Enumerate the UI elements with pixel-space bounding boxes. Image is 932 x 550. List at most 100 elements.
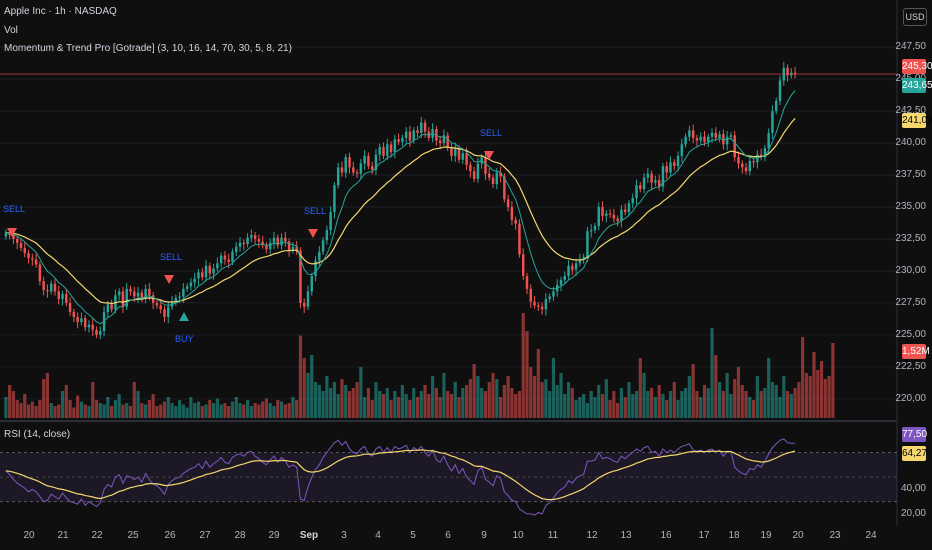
volume-bar	[457, 397, 461, 418]
volume-bar	[72, 407, 76, 418]
volume-bar	[264, 398, 269, 418]
volume-bar	[291, 397, 295, 418]
rsi-line	[5, 438, 796, 516]
candle-body	[510, 207, 514, 220]
candle-body	[340, 167, 344, 173]
candle-body	[544, 299, 548, 310]
volume-bar	[755, 376, 759, 418]
volume-bar	[325, 376, 329, 418]
volume-bar	[196, 401, 201, 418]
candle-body	[291, 246, 295, 251]
price-tick-label: 247,50	[895, 41, 926, 53]
candle-body	[469, 164, 472, 172]
candle-body	[423, 122, 427, 132]
volume-bar	[687, 376, 691, 418]
volume-bar	[623, 397, 627, 418]
candle-body	[465, 153, 468, 165]
volume-bar	[427, 394, 431, 418]
candle-body	[336, 167, 340, 186]
volume-bar	[476, 376, 480, 418]
candle-body	[631, 198, 634, 204]
volume-bar	[559, 373, 563, 418]
volume-bar	[155, 406, 159, 418]
volume-bar	[619, 388, 623, 418]
volume-bar	[483, 391, 488, 418]
volume-bar	[672, 382, 676, 418]
volume-bar	[566, 382, 571, 418]
candle-body	[125, 288, 128, 307]
volume-bar	[102, 404, 106, 418]
rsi-legend[interactable]: RSI (14, close)	[4, 429, 70, 440]
volume-bar	[691, 364, 695, 418]
candle-body	[540, 306, 544, 310]
candle-body	[491, 177, 495, 184]
price-tick-label: 237,50	[895, 169, 926, 181]
volume-bar	[306, 373, 310, 418]
volume-bar	[453, 382, 457, 418]
candle-body	[729, 135, 733, 137]
candle-body	[461, 153, 465, 160]
price-tick-label: 227,50	[895, 296, 926, 308]
candle-body	[325, 230, 329, 241]
volume-bar	[442, 373, 446, 418]
candle-body	[620, 209, 623, 222]
volume-bar	[53, 406, 57, 418]
candle-body	[567, 265, 570, 277]
candle-body	[352, 167, 355, 173]
candle-body	[601, 207, 604, 216]
candle-body	[167, 306, 170, 317]
volume-bar	[582, 394, 586, 418]
candle-body	[639, 185, 642, 190]
volume-bar	[302, 358, 306, 418]
volume-bar	[827, 376, 831, 418]
volume-bar	[166, 397, 170, 418]
volume-bar	[778, 397, 782, 418]
volume-bar	[113, 400, 117, 418]
volume-bar	[600, 394, 605, 418]
candle-body	[219, 255, 223, 264]
sell-signal-label: SELL	[304, 206, 327, 216]
volume-bar	[816, 370, 820, 418]
price-tick-label: 232,50	[895, 232, 926, 244]
candle-body	[31, 258, 34, 260]
volume-bar	[412, 388, 416, 418]
candle-body	[378, 146, 381, 155]
symbol-legend[interactable]: Apple Inc · 1h · NASDAQ	[4, 6, 117, 17]
candle-body	[714, 132, 718, 138]
candle-body	[775, 100, 778, 112]
candle-body	[722, 134, 725, 145]
candle-body	[370, 166, 374, 170]
candle-body	[669, 162, 672, 173]
sell-signal-arrow	[7, 228, 17, 237]
candle-body	[759, 154, 763, 158]
candle-body	[710, 132, 714, 137]
volume-legend[interactable]: Vol	[4, 25, 18, 36]
volume-bar	[76, 395, 80, 418]
candle-body	[287, 241, 291, 251]
candle-body	[635, 185, 638, 199]
candle-body	[314, 260, 317, 277]
volume-bar	[634, 391, 639, 418]
candle-body	[563, 276, 566, 280]
volume-bar	[223, 403, 227, 418]
volume-bar	[684, 388, 688, 418]
candle-body	[559, 279, 563, 286]
volume-bar	[60, 391, 65, 418]
candle-body	[238, 242, 242, 247]
volume-bar	[510, 388, 514, 418]
currency-button[interactable]: USD	[903, 8, 927, 26]
candle-body	[61, 293, 64, 300]
volume-bar	[502, 385, 506, 418]
date-tick-label: 27	[199, 530, 211, 541]
candle-body	[261, 241, 264, 246]
indicator-legend[interactable]: Momentum & Trend Pro [Gotrade] (3, 10, 1…	[4, 43, 292, 54]
buy-signal-arrow	[179, 312, 189, 321]
volume-bar	[793, 388, 797, 418]
volume-bar	[144, 404, 148, 418]
volume-bar	[98, 403, 102, 418]
volume-bar	[332, 382, 337, 418]
volume-bar	[211, 403, 216, 418]
candle-body	[235, 246, 238, 252]
volume-bar	[204, 404, 208, 418]
